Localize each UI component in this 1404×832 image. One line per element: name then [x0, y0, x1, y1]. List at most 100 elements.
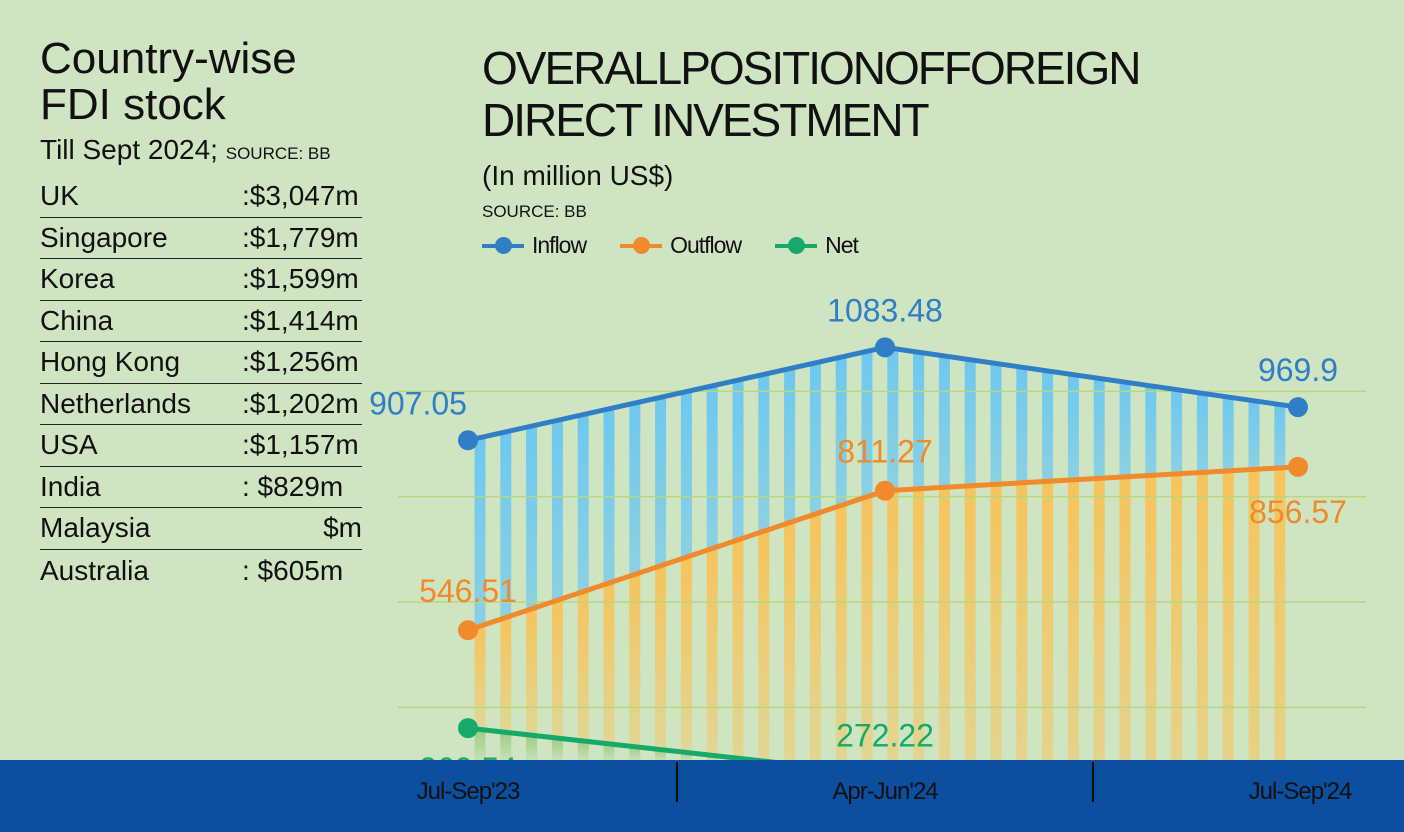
- legend-label: Net: [825, 232, 859, 258]
- fdi-country-name: Hong Kong: [40, 346, 181, 377]
- fdi-country-name: Malaysia: [40, 512, 151, 543]
- outflow-fill-bar: [758, 531, 770, 762]
- legend-label: Outflow: [670, 232, 742, 258]
- inflow-fill-bar: [913, 352, 925, 489]
- fdi-country-value: : $829m: [242, 470, 344, 502]
- inflow-fill-bar: [1222, 397, 1234, 471]
- outflow-fill-bar: [887, 490, 899, 777]
- fdi-country-value: :$1,256m: [242, 346, 359, 377]
- fdi-stock-title-line2: FDI stock: [40, 80, 226, 129]
- legend-marker-icon: [775, 236, 818, 254]
- chart-unit-subtitle: (In million US$): [482, 160, 674, 191]
- inflow-fill-bar: [990, 363, 1002, 485]
- fdi-stock-title-line1: Country-wise: [40, 34, 297, 83]
- x-axis-band: [0, 760, 1404, 832]
- inflow-fill-bar: [577, 414, 589, 592]
- fdi-country-value: :$1,157m: [242, 429, 359, 460]
- inflow-fill-bar: [758, 374, 770, 532]
- outflow-point: [875, 480, 895, 501]
- fdi-stock-source: SOURCE: BB: [225, 144, 331, 163]
- inflow-point: [875, 337, 895, 358]
- fdi-country-row: Singapore :$1,779m: [40, 218, 362, 259]
- outflow-fill-bar: [680, 557, 692, 753]
- chart-legend: Inflow Outflow Net: [482, 232, 859, 259]
- fdi-country-row: Australia: $605m: [40, 550, 362, 592]
- outflow-fill-bar: [526, 608, 538, 736]
- net-fill-bar: [655, 749, 667, 760]
- inflow-fill-bar: [1119, 382, 1131, 477]
- outflow-fill-bar: [577, 591, 589, 741]
- inflow-point: [458, 430, 478, 451]
- inflow-fill-bar: [706, 385, 718, 549]
- outflow-fill-bar: [655, 565, 667, 750]
- fdi-country-row: Netherlands:$1,202m: [40, 384, 362, 425]
- outflow-point: [1288, 456, 1308, 477]
- inflow-data-label: 907.05: [369, 385, 467, 421]
- net-fill-bar: [603, 743, 615, 760]
- legend-label: Inflow: [532, 232, 587, 258]
- fdi-country-row: Korea:$1,599m: [40, 259, 362, 301]
- fdi-country-value: :$1,779m: [242, 221, 359, 253]
- inflow-fill-bar: [1016, 367, 1028, 483]
- outflow-data-label: 856.57: [1249, 494, 1347, 530]
- chart-title-line2: DIRECT INVESTMENT: [482, 94, 930, 146]
- inflow-fill-bar: [861, 351, 873, 497]
- inflow-fill-bar: [1248, 400, 1260, 470]
- outflow-point: [458, 620, 478, 641]
- outflow-fill-bar: [1119, 476, 1131, 827]
- outflow-fill-bar: [1248, 469, 1260, 832]
- outflow-fill-bar: [732, 539, 744, 759]
- inflow-fill-bar: [629, 403, 641, 575]
- inflow-fill-bar: [784, 368, 796, 523]
- inflow-fill-bar: [1042, 370, 1054, 482]
- fdi-country-value: : $605m: [242, 554, 344, 586]
- net-fill-bar: [551, 738, 563, 760]
- fdi-country-row: China:$1,414m: [40, 301, 362, 342]
- outflow-fill-bar: [964, 485, 976, 793]
- net-fill-bar: [577, 740, 589, 760]
- outflow-fill-bar: [1171, 473, 1183, 832]
- legend-marker-icon: [482, 236, 524, 254]
- inflow-fill-bar: [1093, 378, 1105, 479]
- outflow-fill-bar: [629, 574, 641, 747]
- chart-fill-bars: [474, 348, 1286, 832]
- chart-source: SOURCE: BB: [482, 202, 587, 221]
- inflow-data-label: 969.9: [1258, 352, 1338, 388]
- fdi-country-name: Korea: [40, 263, 115, 294]
- outflow-fill-bar: [835, 505, 847, 770]
- net-fill-bar: [526, 735, 538, 760]
- outflow-fill-bar: [1067, 479, 1079, 815]
- x-axis-tick-label: Jul-Sep'24: [1248, 778, 1353, 805]
- inflow-fill-bar: [680, 391, 692, 558]
- net-fill-bar: [474, 729, 486, 760]
- inflow-fill-bar: [474, 437, 486, 627]
- net-fill-bar: [680, 752, 692, 760]
- fdi-country-value: :$1,414m: [242, 304, 359, 336]
- inflow-fill-bar: [1274, 404, 1286, 468]
- fdi-country-row: Hong Kong :$1,256m: [40, 342, 362, 384]
- country-fdi-panel: Country-wise FDI stock Till Sept 2024; S…: [40, 36, 370, 591]
- legend-item-net: Net: [775, 232, 859, 259]
- outflow-fill-bar: [1196, 472, 1208, 832]
- chart-title: OVERALLPOSITIONOFFOREIGN DIRECT INVESTME…: [482, 42, 1141, 146]
- outflow-fill-bar: [1016, 482, 1028, 804]
- outflow-fill-bar: [474, 626, 486, 730]
- net-point: [458, 718, 478, 739]
- x-axis-tick-label: Jul-Sep'23: [416, 778, 521, 805]
- inflow-fill-bar: [526, 426, 538, 609]
- chart-title-line1: OVERALLPOSITIONOFFOREIGN: [482, 42, 1141, 94]
- x-axis-tick-label: Apr-Jun'24: [832, 778, 938, 805]
- fdi-country-table: UK:$3,047m Singapore:$1,779m Korea:$1,599m…: [40, 176, 362, 591]
- fdi-country-name: Netherlands: [40, 387, 191, 419]
- outflow-fill-bar: [809, 514, 821, 767]
- outflow-fill-bar: [861, 496, 873, 773]
- inflow-fill-bar: [500, 431, 512, 618]
- fdi-country-name: Singapore: [40, 221, 168, 253]
- inflow-fill-bar: [1067, 374, 1079, 480]
- outflow-fill-bar: [1222, 470, 1234, 832]
- fdi-country-row: Malaysia $m: [40, 508, 362, 550]
- inflow-fill-bar: [809, 362, 821, 515]
- legend-marker-icon: [620, 236, 663, 254]
- outflow-fill-bar: [990, 484, 1002, 799]
